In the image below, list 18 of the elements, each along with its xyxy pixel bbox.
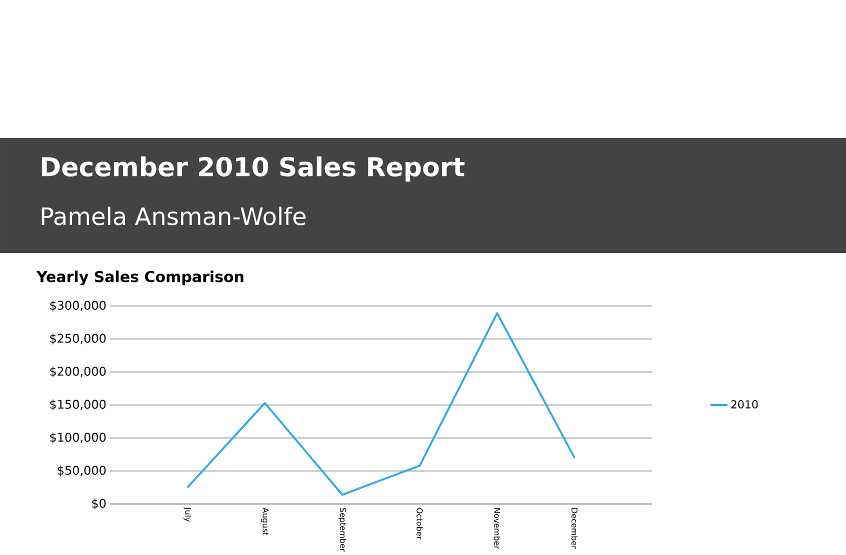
y-tick-label: $50,000 (58, 466, 106, 476)
legend-label: 2010 (731, 400, 758, 408)
x-tick-label: August (261, 508, 269, 536)
y-tick-label: $200,000 (50, 366, 106, 378)
x-tick-label: November (494, 508, 500, 550)
chart-subtitle: Pamela Ansman-Wolfe (42, 206, 306, 226)
y-tick-label: $300,000 (50, 300, 106, 312)
x-tick-label: September (338, 508, 346, 552)
text: Yearly Sales Comparison (36, 270, 244, 286)
line-series (186, 312, 576, 496)
x-tick-label: July (184, 507, 192, 522)
x-tick-label: December (571, 508, 578, 549)
y-tick-label: $250,000 (50, 334, 106, 344)
x-tick-label: October (416, 508, 423, 540)
y-tick-label: $150,000 (50, 400, 106, 410)
chart-title: December 2010 Sales Report (42, 156, 465, 182)
y-tick-label: $0 (92, 498, 106, 510)
y-tick-label: $100,000 (50, 432, 106, 444)
